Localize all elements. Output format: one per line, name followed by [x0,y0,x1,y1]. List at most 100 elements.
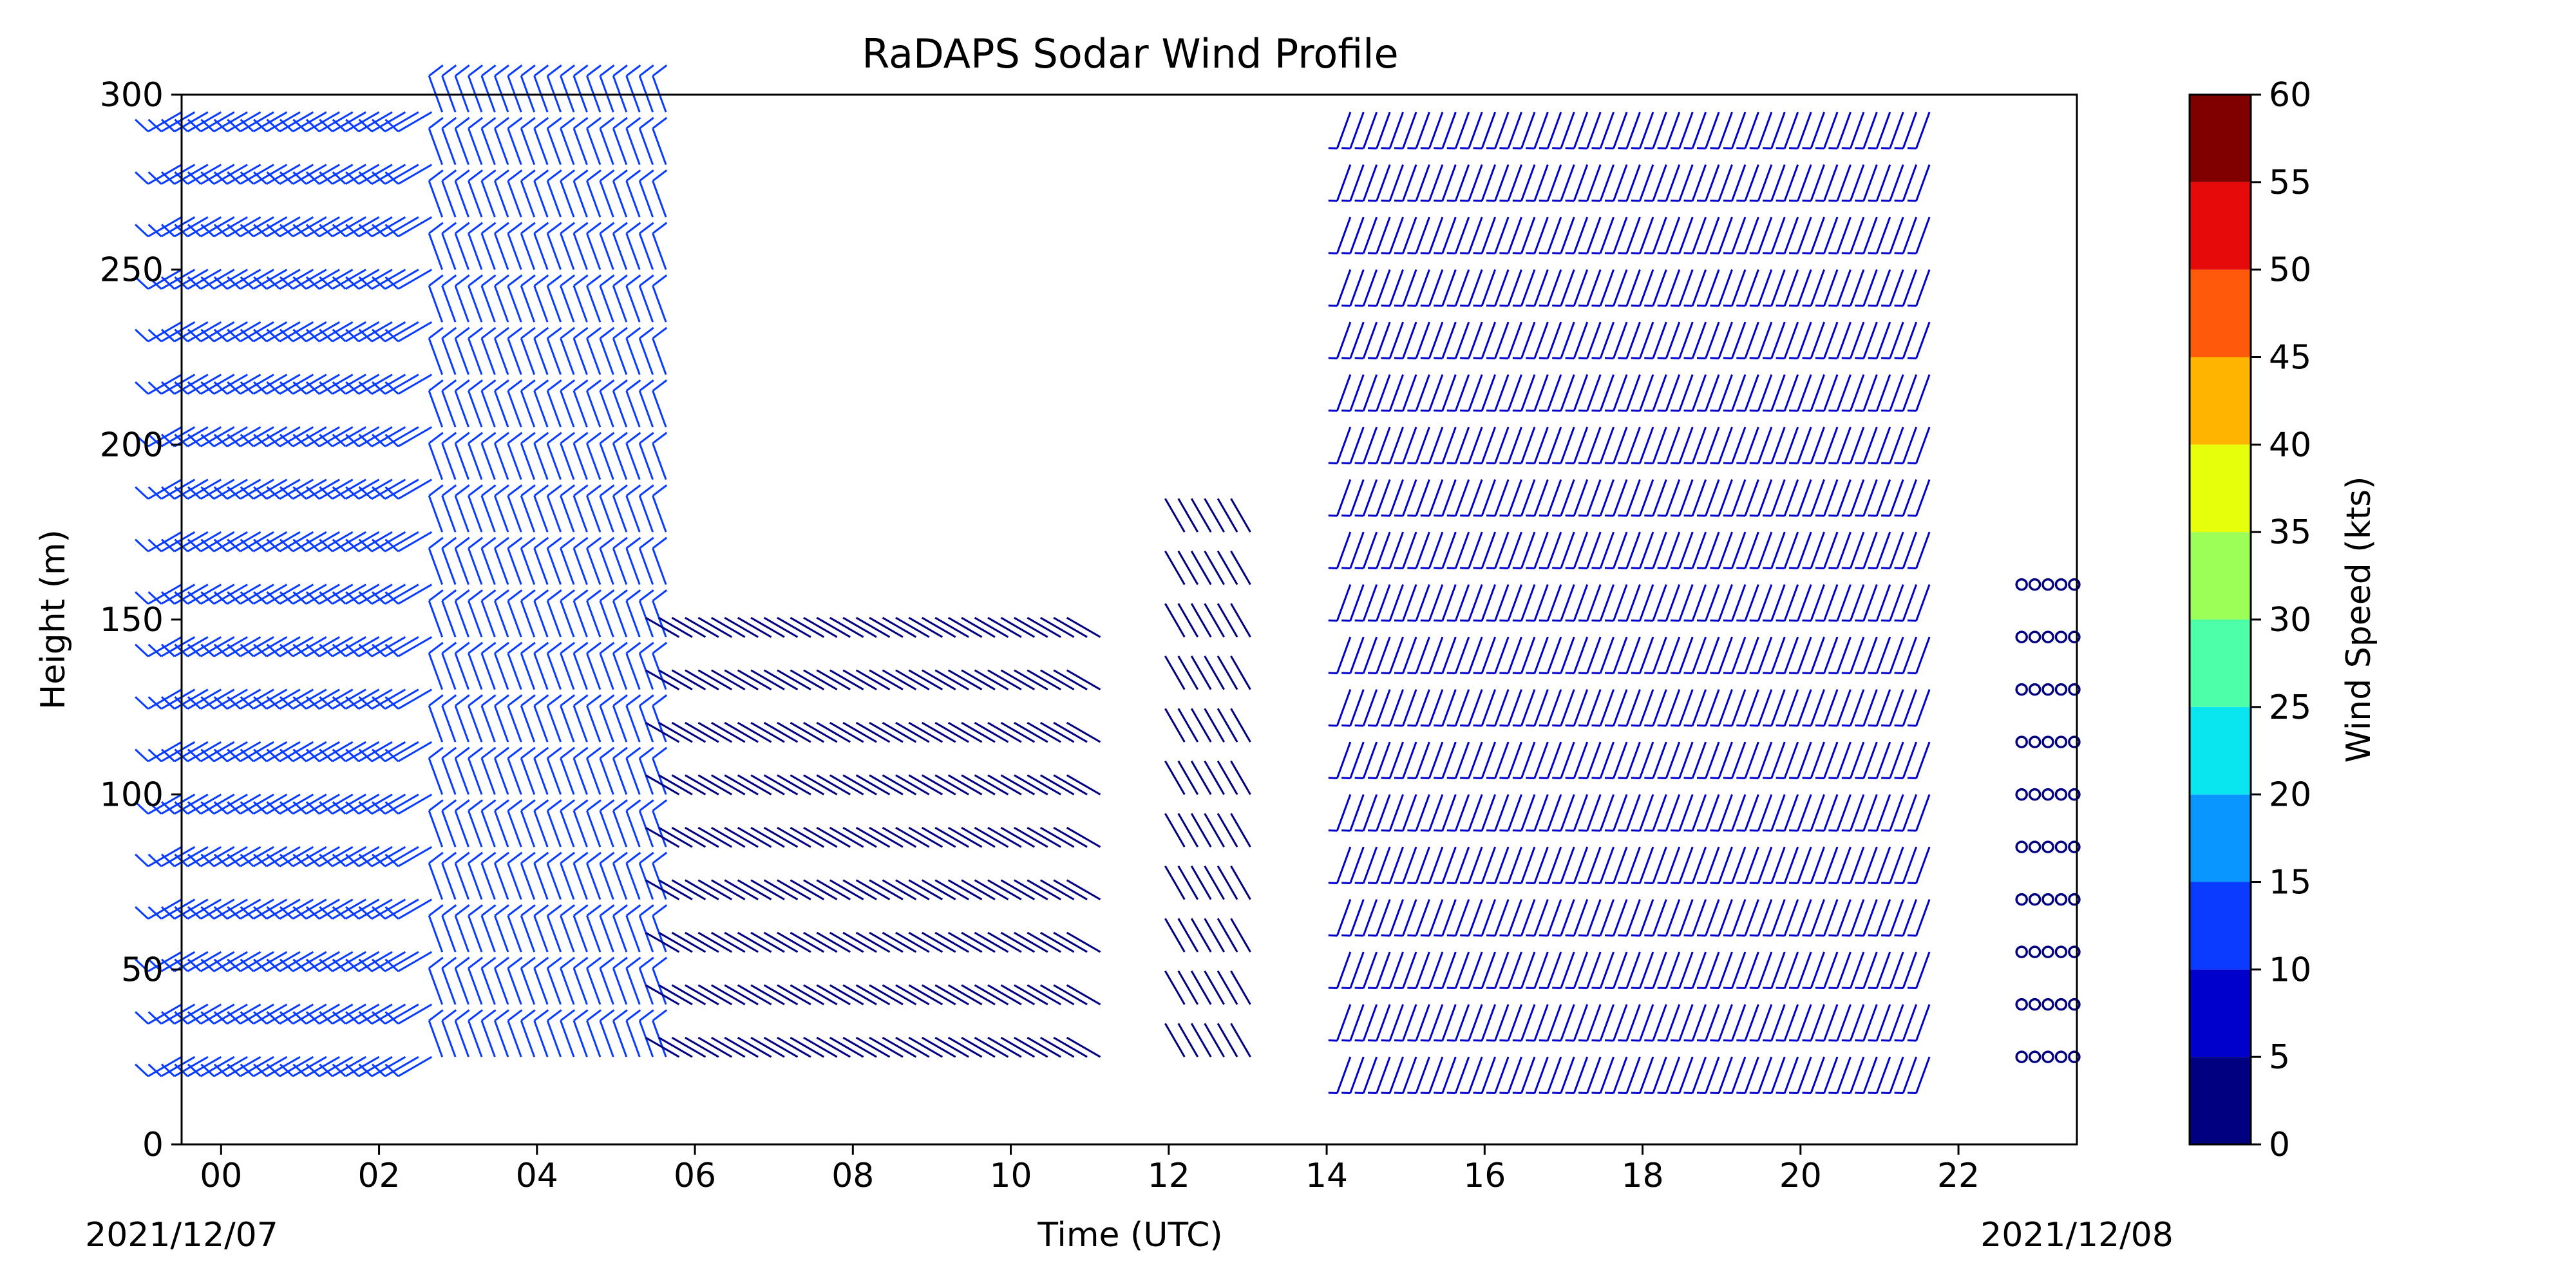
barb-shaft [1797,741,1812,779]
barb-shaft [1783,1056,1799,1094]
barb-feather [147,538,162,553]
wind-barb [493,746,509,795]
barb-shaft [1613,216,1628,254]
barb-half-feather [1328,147,1338,150]
barb-shaft [1428,216,1444,254]
wind-barb [1631,1056,1654,1095]
barb-half-feather [1736,619,1745,622]
wind-barb [1578,426,1602,465]
barb-shaft [1362,479,1378,516]
barb-shaft [493,652,509,690]
barb-shaft [546,180,562,218]
barb-shaft [1349,636,1365,674]
barb-half-feather [1565,829,1575,832]
barb-half-feather [1512,724,1522,727]
wind-barb [1723,689,1747,727]
barb-shaft [1039,879,1075,900]
barb-shaft [612,810,628,848]
barb-shaft [1810,741,1826,779]
wind-barb [1565,584,1589,622]
barb-half-feather [1736,462,1745,465]
wind-barb [520,904,536,952]
barb-feather [507,746,523,759]
wind-barb [671,879,706,900]
wind-barb [1407,321,1430,360]
wind-barb [947,1036,983,1058]
barb-half-feather [1644,567,1653,570]
barb-feather [135,696,149,710]
barb-shaft [1349,321,1365,359]
barb-half-feather [1367,252,1377,255]
barb-shaft [1217,865,1238,900]
wind-barb [1710,479,1733,517]
wind-barb [1671,846,1694,885]
wind-barb [934,616,969,638]
barb-feather [639,851,654,864]
barb-shaft [1039,826,1075,848]
barb-half-feather [1407,304,1417,307]
barb-feather [520,379,536,392]
wind-barb [371,688,419,710]
barb-half-feather [1460,1039,1469,1042]
wind-barb [1802,689,1826,727]
barb-half-feather [1683,252,1693,255]
wind-barb [441,536,457,585]
wind-barb [1749,164,1773,202]
wind-barb [855,826,891,848]
barb-half-feather [1723,672,1732,675]
barb-half-feather [1618,829,1627,832]
barb-shaft [585,915,601,952]
barb-feather [332,433,346,448]
wind-barb [585,694,601,743]
wind-barb [908,774,943,795]
wind-barb [1683,794,1707,832]
wind-barb [1053,669,1088,690]
wind-barb [1788,846,1812,885]
wind-barb [803,931,838,953]
barb-shaft [507,757,522,795]
barb-feather [332,171,346,185]
wind-barb [599,431,615,480]
barb-shaft [625,232,641,270]
barb-half-feather [1710,777,1719,780]
wind-barb [1788,321,1812,360]
barb-shaft [1336,741,1352,779]
barb-shaft [1428,846,1444,884]
wind-barb [1381,584,1405,622]
wind-barb [1420,426,1444,465]
barb-feather [639,956,654,969]
barb-shaft [1362,846,1378,884]
barb-feather [455,904,470,916]
barb-shaft [1625,794,1641,831]
barb-shaft [1428,111,1444,149]
barb-shaft [1678,689,1694,726]
barb-shaft [1507,584,1522,621]
barb-shaft [454,180,469,218]
barb-half-feather [1394,829,1403,832]
barb-feather [507,169,523,182]
barb-shaft [1705,321,1720,359]
wind-barb [1644,1056,1667,1095]
barb-half-feather [1394,462,1403,465]
barb-feather [332,748,346,762]
barb-half-feather [1341,724,1350,727]
barb-shaft [1362,531,1378,569]
barb-shaft [685,774,719,795]
barb-shaft [468,967,483,1005]
wind-barb [1217,970,1238,1005]
barb-feather [213,118,228,133]
wind-barb [1763,321,1786,360]
barb-shaft [546,600,562,638]
wind-barb [533,589,549,638]
barb-shaft [599,285,614,323]
barb-feather [441,589,457,601]
barb-shaft [638,337,654,375]
barb-shaft [1468,636,1483,674]
wind-barb [1644,1004,1667,1042]
wind-barb [1802,531,1826,570]
barb-shaft [1507,794,1522,831]
wind-barb [790,931,825,953]
barb-feather [652,431,668,444]
barb-feather [227,381,242,395]
wind-barb [1217,498,1238,533]
